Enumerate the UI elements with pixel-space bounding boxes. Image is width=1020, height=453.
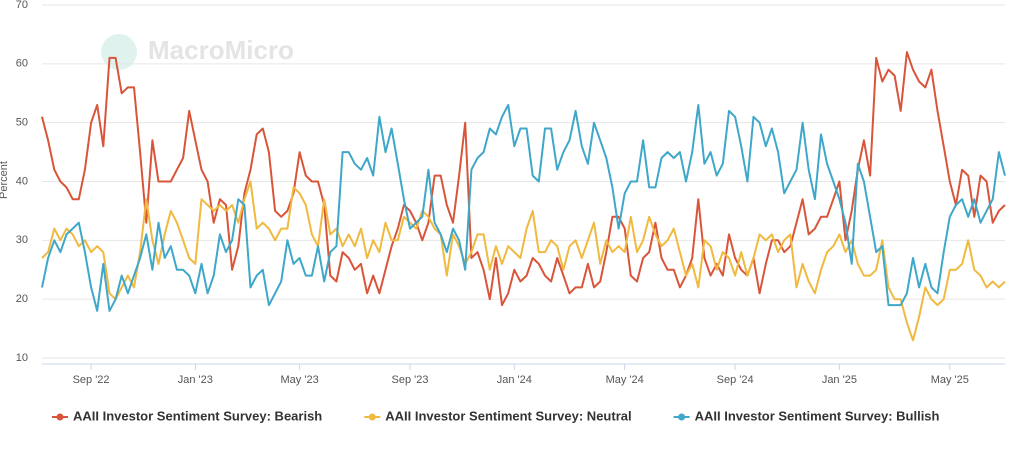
watermark-logo <box>101 34 137 70</box>
series-line <box>41 180 1006 342</box>
x-tick-label: Jan '23 <box>178 374 213 386</box>
y-axis-label: Percent <box>0 161 10 199</box>
legend-label: AAII Investor Sentiment Survey: Bullish <box>695 408 940 423</box>
legend-label: AAII Investor Sentiment Survey: Bearish <box>73 408 322 423</box>
x-tick-label: Sep '22 <box>73 374 110 386</box>
x-tick-label: Sep '24 <box>717 374 754 386</box>
series-line <box>41 104 1006 312</box>
x-tick-label: May '23 <box>281 374 319 386</box>
y-tick-label: 50 <box>16 117 28 129</box>
x-tick-label: Sep '23 <box>392 374 429 386</box>
x-tick-label: Jan '25 <box>822 374 857 386</box>
y-tick-label: 30 <box>16 234 28 246</box>
y-tick-label: 70 <box>16 0 28 11</box>
legend-label: AAII Investor Sentiment Survey: Neutral <box>385 408 631 423</box>
legend-marker <box>56 413 64 421</box>
y-tick-label: 10 <box>16 352 28 364</box>
x-tick-label: Jan '24 <box>497 374 532 386</box>
legend-marker <box>368 413 376 421</box>
y-tick-label: 20 <box>16 293 28 305</box>
x-tick-label: May '24 <box>606 374 644 386</box>
watermark: MacroMicro <box>148 35 294 65</box>
x-tick-label: May '25 <box>931 374 969 386</box>
legend-marker <box>678 413 686 421</box>
y-tick-label: 40 <box>16 175 28 187</box>
series-line <box>41 51 1006 307</box>
y-tick-label: 60 <box>16 58 28 70</box>
